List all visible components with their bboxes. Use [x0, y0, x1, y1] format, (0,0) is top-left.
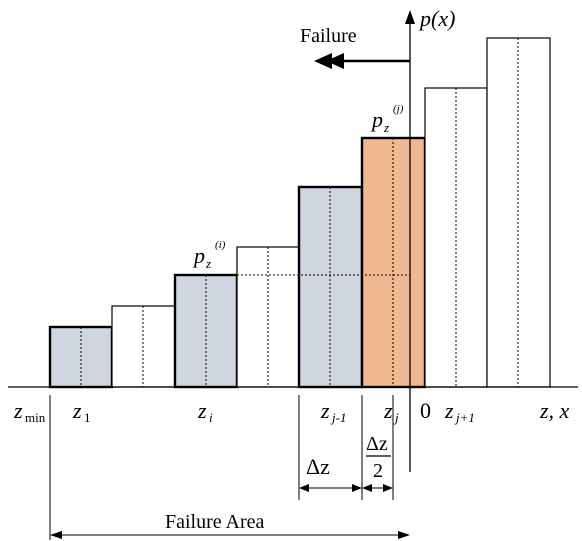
- delta-z-dimension: Δz: [298, 395, 363, 500]
- svg-text:z: z: [320, 398, 330, 423]
- pz-j-label: p z (j): [370, 103, 404, 135]
- half-delta-z-denominator: 2: [373, 460, 383, 482]
- bar-center-lines: [80, 38, 519, 387]
- double-left-arrow-icon: [314, 53, 410, 69]
- x-axis-label: z, x: [539, 398, 570, 423]
- svg-text:p: p: [192, 243, 205, 268]
- z-min-label: z min: [13, 398, 46, 425]
- svg-text:j: j: [393, 410, 399, 425]
- svg-text:z: z: [383, 398, 393, 423]
- bottom-label-zero: 0: [420, 398, 431, 423]
- bottom-label-zj: z j: [383, 398, 399, 425]
- bottom-label-z1: z 1: [72, 398, 91, 425]
- y-axis-arrowhead: [405, 10, 415, 24]
- svg-text:i: i: [209, 410, 213, 425]
- svg-text:1: 1: [84, 410, 91, 425]
- bottom-label-zi: z i: [197, 398, 213, 425]
- failure-area-label: Failure Area: [165, 511, 265, 533]
- bar-zj-plus-2: [486, 37, 551, 388]
- half-delta-z-numerator: Δz: [366, 433, 388, 455]
- y-axis-label: p(x): [418, 6, 455, 31]
- delta-z-label: Δz: [306, 454, 330, 479]
- svg-text:min: min: [25, 410, 46, 425]
- svg-text:z: z: [72, 398, 82, 423]
- bottom-label-zj-plus-1: z j+1: [444, 398, 475, 425]
- pz-i-label: p z (i): [192, 239, 226, 271]
- failure-area-dimension: Failure Area: [49, 395, 410, 540]
- svg-text:p: p: [370, 107, 383, 132]
- svg-text:(j): (j): [393, 103, 404, 115]
- svg-text:z: z: [444, 398, 454, 423]
- svg-text:0: 0: [420, 398, 431, 423]
- svg-text:(i): (i): [215, 239, 226, 251]
- svg-text:z: z: [383, 120, 389, 135]
- bottom-label-zj-minus-1: z j-1: [320, 398, 346, 425]
- svg-text:z: z: [13, 398, 23, 423]
- svg-text:z: z: [197, 398, 207, 423]
- failure-label: Failure: [300, 25, 357, 47]
- bars-group: [48, 37, 551, 389]
- svg-text:z: z: [205, 256, 211, 271]
- svg-text:j+1: j+1: [454, 410, 475, 425]
- svg-text:j-1: j-1: [330, 410, 346, 425]
- half-delta-z-dimension: Δz 2: [362, 395, 394, 500]
